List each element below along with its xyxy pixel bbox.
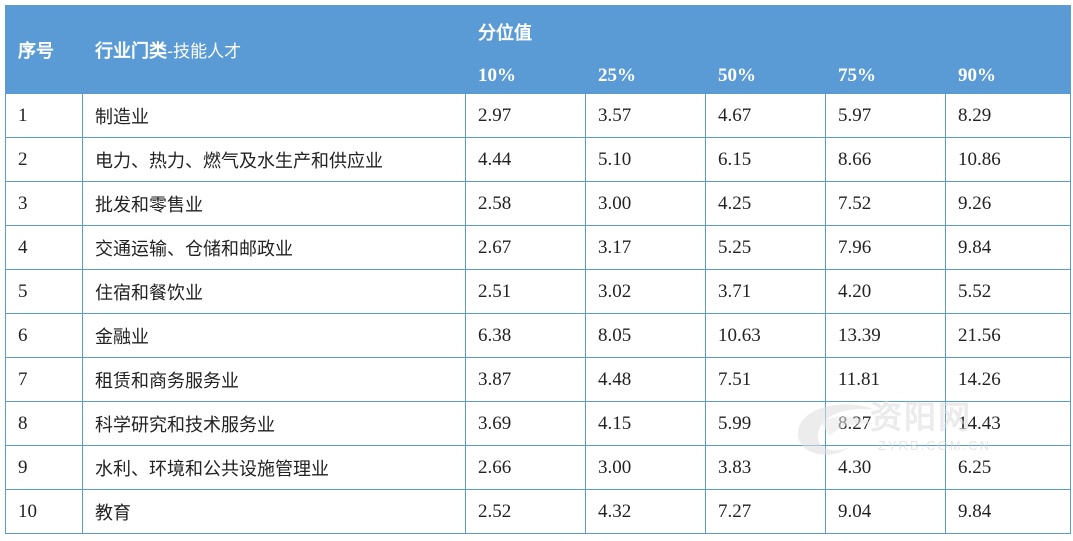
header-p50: 50%	[705, 58, 826, 94]
table-row: 10 教育 2.52 4.32 7.27 9.04 9.84	[5, 489, 1072, 534]
cell-p10: 2.51	[465, 269, 586, 314]
cell-p25: 4.48	[585, 357, 706, 402]
cell-p10: 2.67	[465, 225, 586, 270]
cell-p50: 5.99	[705, 401, 826, 446]
table-row: 2 电力、热力、燃气及水生产和供应业 4.44 5.10 6.15 8.66 1…	[5, 137, 1072, 182]
cell-p25: 5.10	[585, 137, 706, 182]
cell-p90: 14.43	[944, 401, 1072, 446]
cell-p25: 3.00	[585, 181, 706, 226]
header-p75: 75%	[825, 58, 946, 94]
cell-p75: 7.52	[825, 181, 946, 226]
cell-seq: 9	[5, 445, 83, 490]
cell-p25: 4.15	[585, 401, 706, 446]
table-row: 3 批发和零售业 2.58 3.00 4.25 7.52 9.26	[5, 181, 1072, 226]
cell-p25: 4.32	[585, 489, 706, 534]
cell-p75: 7.96	[825, 225, 946, 270]
cell-p75: 11.81	[825, 357, 946, 402]
table-row: 9 水利、环境和公共设施管理业 2.66 3.00 3.83 4.30 6.25	[5, 445, 1072, 490]
cell-industry: 批发和零售业	[82, 181, 466, 226]
cell-industry: 租赁和商务服务业	[82, 357, 466, 402]
cell-seq: 4	[5, 225, 83, 270]
cell-p50: 3.71	[705, 269, 826, 314]
table-row: 7 租赁和商务服务业 3.87 4.48 7.51 11.81 14.26	[5, 357, 1072, 402]
cell-p90: 14.26	[944, 357, 1072, 402]
cell-p90: 8.29	[944, 93, 1072, 138]
header-percentile-group: 分位值	[464, 5, 1072, 59]
cell-p10: 2.58	[465, 181, 586, 226]
cell-industry: 教育	[82, 489, 466, 534]
cell-p75: 4.30	[825, 445, 946, 490]
cell-p10: 2.66	[465, 445, 586, 490]
cell-seq: 1	[5, 93, 83, 138]
cell-industry: 电力、热力、燃气及水生产和供应业	[82, 137, 466, 182]
cell-p50: 4.67	[705, 93, 826, 138]
cell-p50: 5.25	[705, 225, 826, 270]
header-industry-main: 行业门类	[95, 40, 167, 62]
cell-p90: 9.26	[944, 181, 1072, 226]
cell-p50: 4.25	[705, 181, 826, 226]
cell-p75: 13.39	[825, 313, 946, 358]
cell-p90: 5.52	[944, 269, 1072, 314]
cell-p25: 3.00	[585, 445, 706, 490]
header-p25: 25%	[585, 58, 706, 94]
cell-p75: 4.20	[825, 269, 946, 314]
header-p90: 90%	[944, 58, 1072, 94]
cell-seq: 3	[5, 181, 83, 226]
header-industry-sub: -技能人才	[167, 41, 242, 62]
cell-industry: 制造业	[82, 93, 466, 138]
cell-p75: 5.97	[825, 93, 946, 138]
cell-p10: 6.38	[465, 313, 586, 358]
cell-p10: 3.87	[465, 357, 586, 402]
cell-p25: 3.17	[585, 225, 706, 270]
cell-p90: 10.86	[944, 137, 1072, 182]
header-industry: 行业门类-技能人才	[82, 5, 466, 94]
cell-industry: 住宿和餐饮业	[82, 269, 466, 314]
cell-industry: 科学研究和技术服务业	[82, 401, 466, 446]
salary-percentile-table: 序号 行业门类-技能人才 分位值 10% 25% 50% 75% 90% 1 制…	[5, 5, 1072, 534]
cell-p25: 3.02	[585, 269, 706, 314]
cell-p25: 3.57	[585, 93, 706, 138]
cell-p50: 10.63	[705, 313, 826, 358]
cell-p10: 2.52	[465, 489, 586, 534]
table-row: 5 住宿和餐饮业 2.51 3.02 3.71 4.20 5.52	[5, 269, 1072, 314]
cell-seq: 8	[5, 401, 83, 446]
header-p10: 10%	[465, 58, 586, 94]
cell-p50: 3.83	[705, 445, 826, 490]
cell-p50: 6.15	[705, 137, 826, 182]
cell-p50: 7.27	[705, 489, 826, 534]
cell-p75: 9.04	[825, 489, 946, 534]
table-row: 1 制造业 2.97 3.57 4.67 5.97 8.29	[5, 93, 1072, 138]
cell-p10: 2.97	[465, 93, 586, 138]
cell-seq: 10	[5, 489, 83, 534]
cell-p25: 8.05	[585, 313, 706, 358]
cell-p50: 7.51	[705, 357, 826, 402]
header-seq: 序号	[5, 5, 83, 94]
cell-p75: 8.27	[825, 401, 946, 446]
cell-p10: 4.44	[465, 137, 586, 182]
cell-p10: 3.69	[465, 401, 586, 446]
cell-seq: 7	[5, 357, 83, 402]
table-body: 1 制造业 2.97 3.57 4.67 5.97 8.29 2 电力、热力、燃…	[5, 93, 1072, 534]
cell-seq: 6	[5, 313, 83, 358]
cell-p90: 21.56	[944, 313, 1072, 358]
cell-industry: 交通运输、仓储和邮政业	[82, 225, 466, 270]
cell-p90: 6.25	[944, 445, 1072, 490]
table-row: 8 科学研究和技术服务业 3.69 4.15 5.99 8.27 14.43	[5, 401, 1072, 446]
cell-industry: 水利、环境和公共设施管理业	[82, 445, 466, 490]
cell-p90: 9.84	[944, 225, 1072, 270]
cell-p75: 8.66	[825, 137, 946, 182]
table-row: 6 金融业 6.38 8.05 10.63 13.39 21.56	[5, 313, 1072, 358]
cell-seq: 2	[5, 137, 83, 182]
table-row: 4 交通运输、仓储和邮政业 2.67 3.17 5.25 7.96 9.84	[5, 225, 1072, 270]
cell-seq: 5	[5, 269, 83, 314]
cell-industry: 金融业	[82, 313, 466, 358]
cell-p90: 9.84	[944, 489, 1072, 534]
